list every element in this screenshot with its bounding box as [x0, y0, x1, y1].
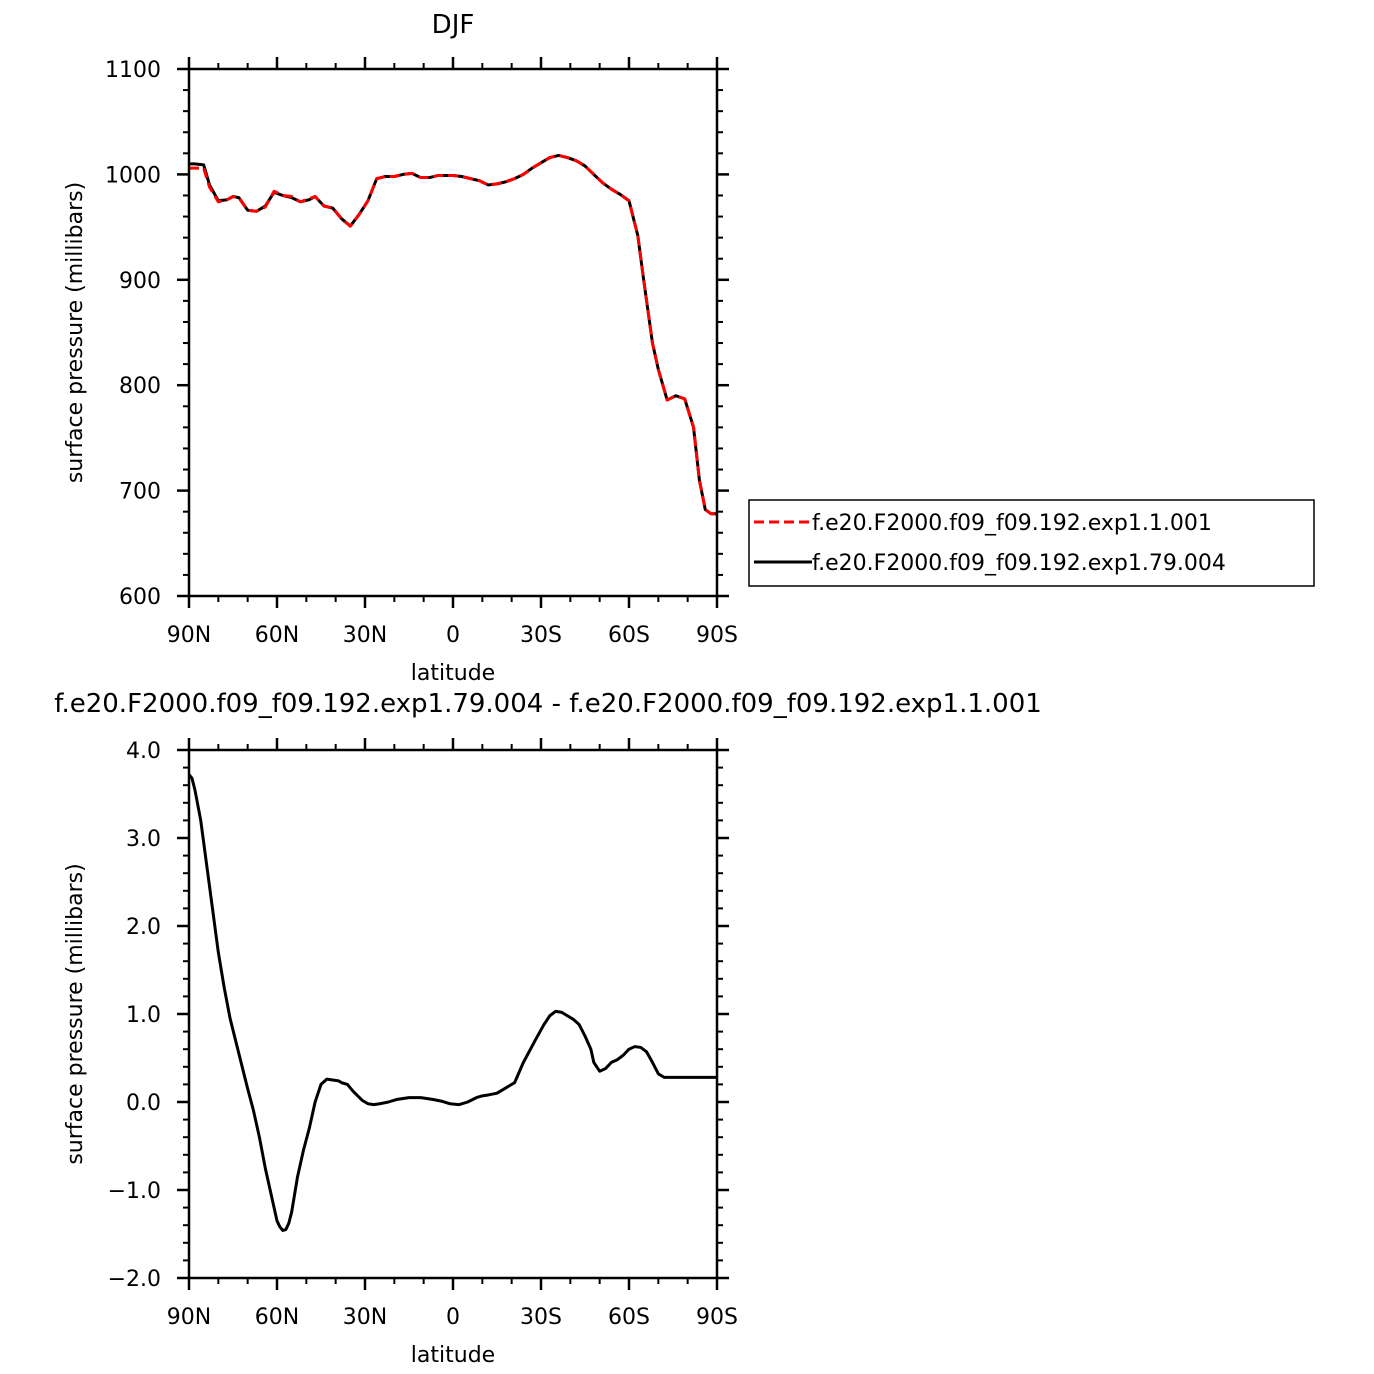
y-tick-label: −1.0 — [108, 1179, 161, 1204]
plot-frame — [187, 748, 719, 1280]
legend-label-1: f.e20.F2000.f09_f09.192.exp1.79.004 — [812, 551, 1226, 576]
series-line-0 — [189, 153, 717, 516]
y-tick-label: 3.0 — [126, 827, 161, 852]
x-axis-label: latitude — [411, 661, 495, 686]
y-tick-label: 1100 — [105, 58, 161, 83]
x-tick-label: 60N — [255, 623, 299, 648]
legend-label-0: f.e20.F2000.f09_f09.192.exp1.1.001 — [812, 511, 1212, 536]
series-line-1 — [189, 153, 717, 516]
x-tick-label: 30S — [520, 623, 562, 648]
y-tick-label: 4.0 — [126, 739, 161, 764]
x-tick-label: 90S — [696, 1305, 738, 1330]
y-tick-label: 600 — [119, 585, 161, 610]
x-tick-label: 30N — [343, 1305, 387, 1330]
y-axis-label: surface pressure (millibars) — [63, 863, 88, 1164]
x-tick-label: 60S — [608, 623, 650, 648]
y-tick-label: 2.0 — [126, 915, 161, 940]
y-tick-label: 900 — [119, 269, 161, 294]
x-tick-label: 90N — [167, 1305, 211, 1330]
x-tick-label: 0 — [446, 623, 460, 648]
series-line-0 — [187, 773, 717, 1232]
chart-title: f.e20.F2000.f09_f09.192.exp1.79.004 - f.… — [54, 689, 1042, 719]
y-tick-label: −2.0 — [108, 1267, 161, 1292]
x-tick-label: 60S — [608, 1305, 650, 1330]
y-tick-label: 1.0 — [126, 1003, 161, 1028]
bottom-panel: f.e20.F2000.f09_f09.192.exp1.79.004 - f.… — [54, 689, 1042, 1368]
y-tick-label: 1000 — [105, 163, 161, 188]
chart-title: DJF — [432, 10, 475, 40]
y-tick-label: 700 — [119, 480, 161, 505]
y-tick-label: 800 — [119, 374, 161, 399]
x-tick-label: 90S — [696, 623, 738, 648]
legend: f.e20.F2000.f09_f09.192.exp1.1.001 f.e20.… — [748, 499, 1315, 587]
x-tick-label: 90N — [167, 623, 211, 648]
x-tick-label: 0 — [446, 1305, 460, 1330]
x-axis-label: latitude — [411, 1343, 495, 1368]
y-tick-label: 0.0 — [126, 1091, 161, 1116]
legend-box — [748, 499, 1315, 587]
x-tick-label: 30S — [520, 1305, 562, 1330]
plot-frame — [187, 67, 719, 598]
x-tick-label: 60N — [255, 1305, 299, 1330]
x-tick-label: 30N — [343, 623, 387, 648]
top-panel: DJF 90N 60N 30N 0 30S 60S 90S 600 700 800 900 1000 11… — [63, 10, 738, 686]
y-axis-label: surface pressure (millibars) — [63, 182, 88, 483]
